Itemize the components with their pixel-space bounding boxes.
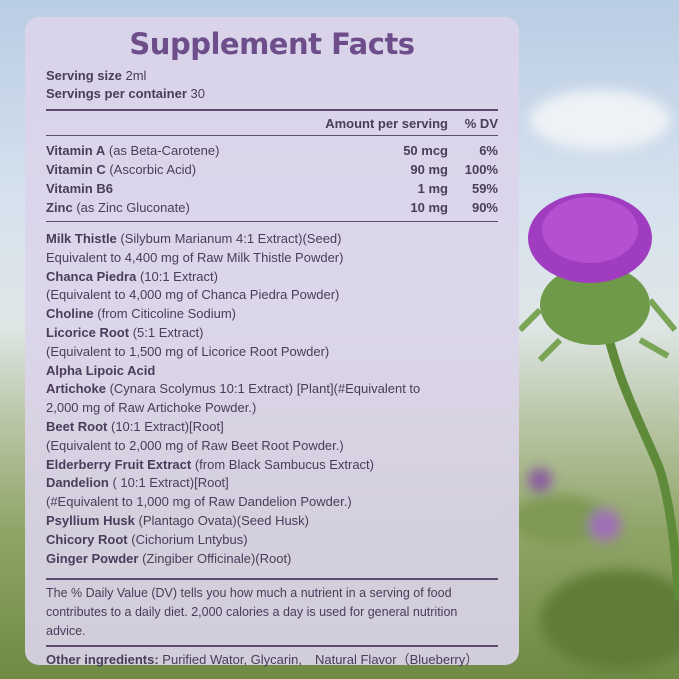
ingredient-detail: (10:1 Extract) bbox=[136, 268, 218, 284]
servings-per-container: Servings per container 30 bbox=[46, 86, 205, 101]
ingredient-detail: (Zingiber Officinale)(Root) bbox=[138, 550, 292, 566]
divider bbox=[46, 135, 498, 136]
nutrient-amount: 50 mcg bbox=[403, 143, 448, 158]
daily-value-note: The % Daily Value (DV) tells you how muc… bbox=[46, 586, 458, 639]
nutrient-dv: 100% bbox=[464, 162, 498, 177]
ingredient-detail: (10:1 Extract)[Root] bbox=[107, 418, 224, 434]
ingredient-line: Chanca Piedra (10:1 Extract) bbox=[46, 268, 498, 287]
nutrient-dv: 6% bbox=[479, 143, 498, 158]
column-header: Amount per serving% DV bbox=[325, 116, 498, 131]
nutrient-detail: (Ascorbic Acid) bbox=[105, 162, 197, 177]
ingredient-detail: (from Black Sambucus Extract) bbox=[191, 456, 374, 472]
ingredient-line: (Equivalent to 4,000 mg of Chanca Piedra… bbox=[46, 286, 498, 305]
ingredient-name: Elderberry Fruit Extract bbox=[46, 456, 192, 472]
ingredient-name: Dandelion bbox=[46, 475, 109, 491]
ingredient-line: Psyllium Husk (Plantago Ovata)(Seed Husk… bbox=[46, 512, 498, 531]
nutrient-name: Vitamin B6 bbox=[46, 181, 113, 196]
nutrient-row: Zinc (as Zinc Gluconate) 10 mg 90% bbox=[46, 198, 498, 217]
divider bbox=[46, 109, 498, 111]
nutrient-dv: 59% bbox=[471, 181, 498, 196]
ingredient-detail: (5:1 Extract) bbox=[129, 324, 204, 340]
ingredient-detail: ( 10:1 Extract)[Root] bbox=[108, 475, 229, 491]
nutrient-amount: 10 mg bbox=[410, 200, 448, 215]
ingredient-name: Beet Root bbox=[46, 418, 108, 434]
ingredient-name: Artichoke bbox=[46, 381, 106, 397]
ingredient-line: Alpha Lipoic Acid bbox=[46, 362, 498, 381]
supplement-facts-panel: Supplement Facts Serving size 2ml Servin… bbox=[25, 17, 519, 667]
ingredient-line: Elderberry Fruit Extract (from Black Sam… bbox=[46, 456, 498, 475]
nutrient-name: Zinc bbox=[46, 200, 73, 215]
nutrient-row: Vitamin C (Ascorbic Acid) 90 mg 100% bbox=[46, 160, 498, 179]
ingredient-detail: (Cynara Scolymus 10:1 Extract) [Plant](#… bbox=[105, 381, 421, 397]
ingredient-detail: (Cichorium Lntybus) bbox=[127, 531, 248, 547]
nutrient-name: Vitamin C bbox=[46, 162, 106, 177]
ingredient-name: Choline bbox=[46, 306, 94, 322]
ingredient-line: Choline (from Citicoline Sodium) bbox=[46, 305, 498, 324]
ingredient-line: 2,000 mg of Raw Artichoke Powder.) bbox=[46, 399, 498, 418]
ingredient-line: (Equivalent to 1,500 mg of Licorice Root… bbox=[46, 343, 498, 362]
nutrient-name: Vitamin A bbox=[46, 143, 106, 158]
ingredient-detail: (Equivalent to 2,000 mg of Raw Beet Root… bbox=[46, 437, 344, 453]
divider bbox=[46, 221, 498, 222]
ingredient-detail: 2,000 mg of Raw Artichoke Powder.) bbox=[46, 400, 257, 416]
ingredient-name: Ginger Powder bbox=[46, 550, 139, 566]
ingredient-line: Equivalent to 4,400 mg of Raw Milk Thist… bbox=[46, 249, 498, 268]
ingredient-line: Dandelion ( 10:1 Extract)[Root] bbox=[46, 474, 498, 493]
ingredient-name: Alpha Lipoic Acid bbox=[46, 362, 156, 378]
ingredient-name: Chanca Piedra bbox=[46, 268, 137, 284]
nutrient-detail: (as Beta-Carotene) bbox=[105, 143, 220, 158]
ingredient-detail: (Equivalent to 1,500 mg of Licorice Root… bbox=[46, 343, 330, 359]
ingredient-name: Chicory Root bbox=[46, 531, 128, 547]
nutrient-row: Vitamin B6 1 mg 59% bbox=[46, 179, 498, 198]
ingredient-name: Milk Thistle bbox=[46, 231, 117, 246]
nutrient-dv: 90% bbox=[471, 200, 498, 215]
ingredient-line: Artichoke (Cynara Scolymus 10:1 Extract)… bbox=[46, 380, 498, 399]
divider bbox=[46, 645, 498, 648]
ingredient-detail: (#Equivalent to 1,000 mg of Raw Dandelio… bbox=[46, 494, 352, 510]
other-ingredients: Other ingredients: Purified Wator, Glyca… bbox=[46, 652, 479, 668]
nutrient-detail: (as Zinc Gluconate) bbox=[72, 200, 190, 215]
ingredient-detail: (Equivalent to 4,000 mg of Chanca Piedra… bbox=[46, 287, 340, 303]
ingredient-line: Licorice Root (5:1 Extract) bbox=[46, 324, 498, 343]
ingredient-detail: (Silybum Marianum 4:1 Extract)(Seed) bbox=[116, 231, 342, 246]
panel-title: Supplement Facts bbox=[129, 27, 415, 61]
ingredient-name: Licorice Root bbox=[46, 324, 130, 340]
serving-size: Serving size 2ml bbox=[46, 68, 147, 83]
ingredient-detail: Equivalent to 4,400 mg of Raw Milk Thist… bbox=[46, 249, 344, 265]
ingredient-line: (Equivalent to 2,000 mg of Raw Beet Root… bbox=[46, 437, 498, 456]
nutrient-amount: 90 mg bbox=[410, 162, 448, 177]
ingredient-line: Beet Root (10:1 Extract)[Root] bbox=[46, 418, 498, 437]
ingredient-line: Ginger Powder (Zingiber Officinale)(Root… bbox=[46, 550, 498, 569]
ingredient-line: Milk Thistle (Silybum Marianum 4:1 Extra… bbox=[46, 230, 498, 249]
ingredient-name: Psyllium Husk bbox=[46, 512, 135, 528]
ingredient-line: (#Equivalent to 1,000 mg of Raw Dandelio… bbox=[46, 493, 498, 512]
divider bbox=[46, 578, 498, 581]
ingredient-detail: (from Citicoline Sodium) bbox=[93, 306, 236, 322]
ingredient-line: Chicory Root (Cichorium Lntybus) bbox=[46, 531, 498, 550]
ingredient-detail: (Plantago Ovata)(Seed Husk) bbox=[134, 512, 310, 528]
nutrient-row: Vitamin A (as Beta-Carotene) 50 mcg 6% bbox=[46, 141, 498, 160]
nutrient-amount: 1 mg bbox=[417, 181, 448, 196]
